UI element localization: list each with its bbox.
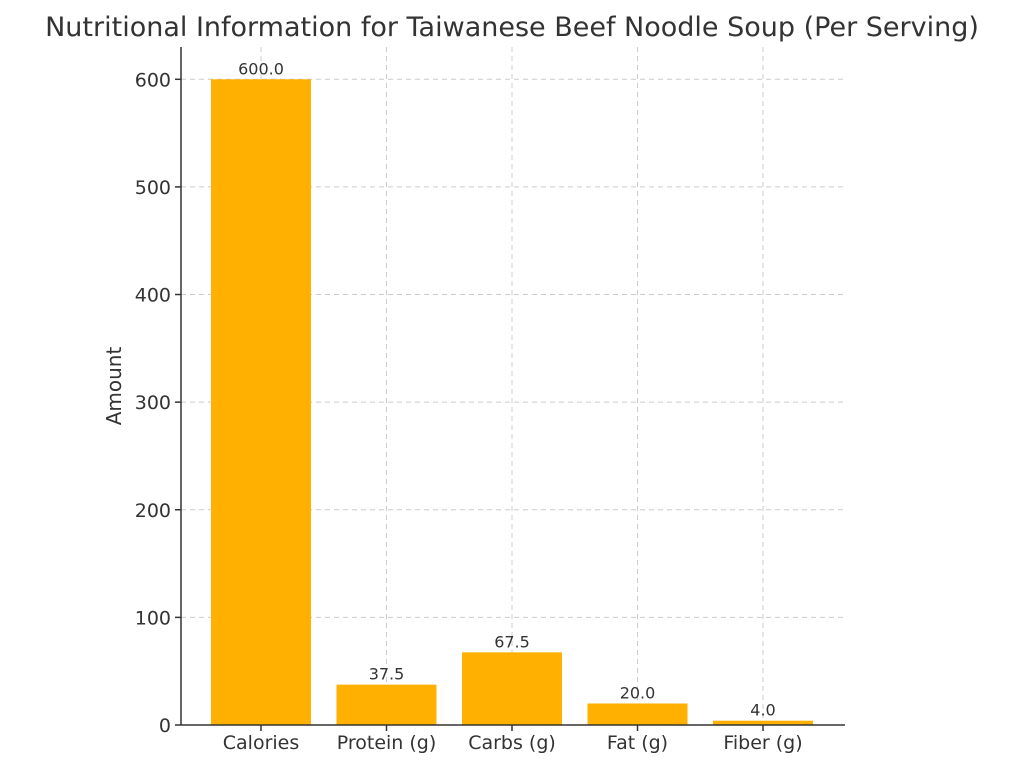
data-label: 37.5 [369,665,405,684]
bar-carbs-g [462,652,562,725]
y-tick-label: 300 [135,392,171,414]
y-axis-ticks: 0 100 200 300 400 500 600 [135,69,181,737]
bar-fat-g [587,703,688,725]
x-tick-label: Fiber (g) [723,732,802,754]
y-tick-label: 100 [135,607,171,629]
chart-title: Nutritional Information for Taiwanese Be… [45,12,979,43]
y-tick-label: 200 [135,500,171,522]
y-tick-label: 400 [135,285,171,307]
data-label: 67.5 [494,632,530,651]
y-tick-label: 600 [135,69,171,91]
y-tick-label: 500 [135,177,171,199]
data-label: 4.0 [750,701,775,720]
data-label: 600.0 [238,59,284,78]
x-tick-label: Calories [223,732,300,754]
data-labels: 600.0 37.5 67.5 20.0 4.0 [238,59,776,719]
axes [180,47,845,726]
bar-calories [211,79,311,726]
data-label: 20.0 [620,683,656,702]
x-tick-label: Fat (g) [607,732,668,754]
x-tick-label: Carbs (g) [468,732,556,754]
bar-fiber-g [713,720,813,725]
x-axis-ticks: Calories Protein (g) Carbs (g) Fat (g) Fiber… [223,725,803,754]
x-tick-label: Protein (g) [337,732,437,754]
y-axis-label: Amount [102,347,126,426]
y-tick-label: 0 [159,715,171,737]
bar-protein-g [336,684,437,725]
bars [211,79,813,726]
